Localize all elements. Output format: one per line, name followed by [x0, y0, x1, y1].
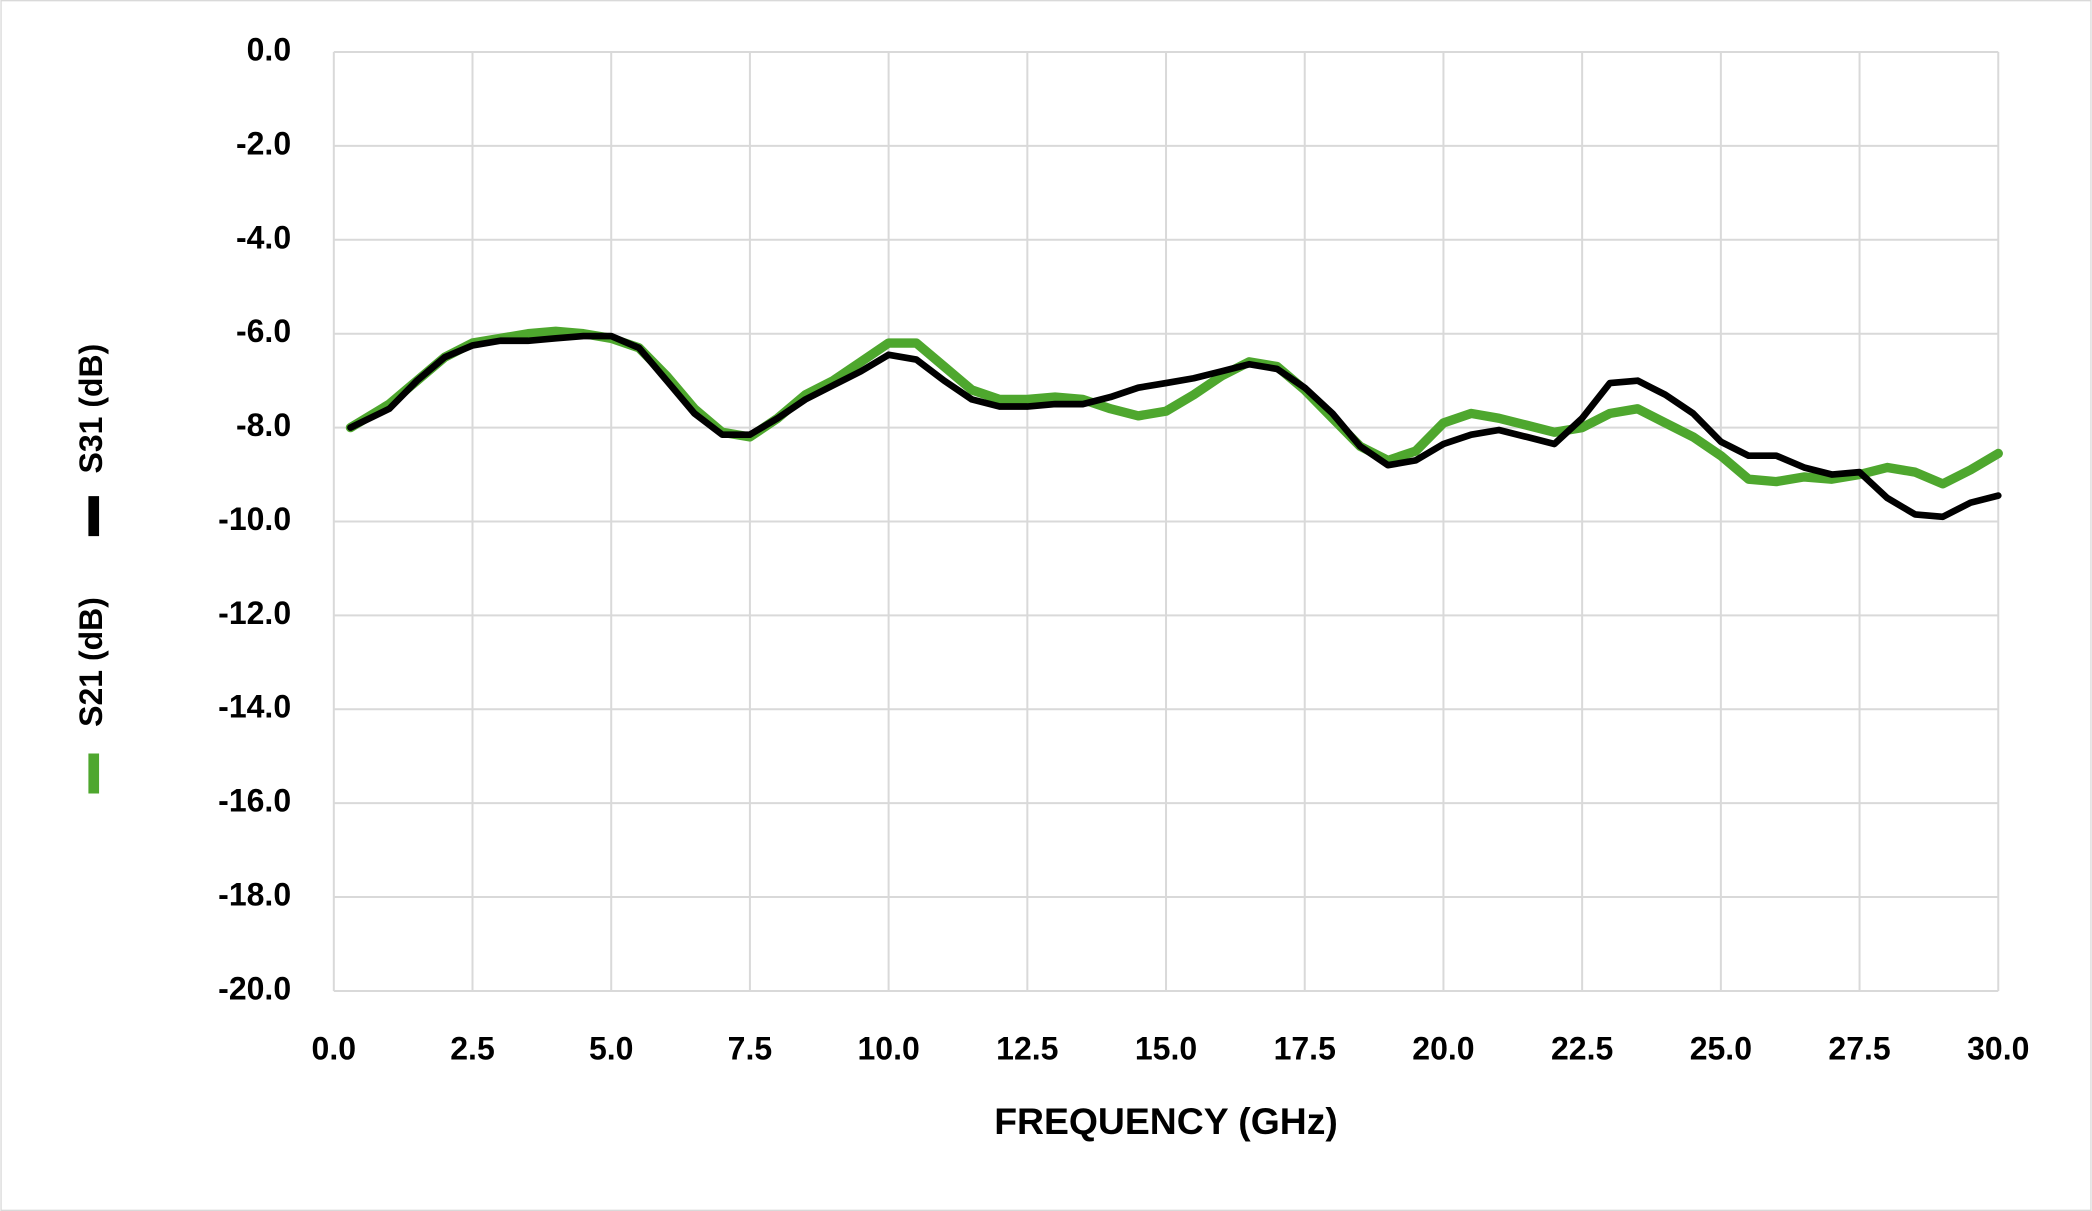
x-tick-label: 22.5 — [1551, 1030, 1613, 1066]
x-tick-label: 12.5 — [996, 1030, 1058, 1066]
y-tick-label: -18.0 — [218, 877, 291, 913]
x-tick-label: 2.5 — [450, 1030, 494, 1066]
line-series — [347, 332, 2002, 521]
x-tick-label: 25.0 — [1690, 1030, 1752, 1066]
y-tick-label: -12.0 — [218, 595, 291, 631]
x-tick-label: 17.5 — [1274, 1030, 1336, 1066]
x-tick-label: 30.0 — [1967, 1030, 2029, 1066]
y-tick-label: -10.0 — [218, 501, 291, 537]
x-axis-title: FREQUENCY (GHz) — [994, 1100, 1338, 1142]
x-tick-label: 15.0 — [1135, 1030, 1197, 1066]
y-tick-label: -2.0 — [236, 125, 291, 161]
x-tick-label: 5.0 — [589, 1030, 633, 1066]
x-tick-label: 7.5 — [728, 1030, 772, 1066]
x-tick-label: 10.0 — [857, 1030, 919, 1066]
x-tick-label: 20.0 — [1412, 1030, 1474, 1066]
legend-label: S31 (dB) — [73, 344, 109, 474]
x-tick-label: 0.0 — [312, 1030, 356, 1066]
y-tick-label: -8.0 — [236, 407, 291, 443]
legend: S21 (dB) S31 (dB) — [73, 344, 109, 794]
y-tick-label: -4.0 — [236, 219, 291, 255]
y-tick-label: -6.0 — [236, 313, 291, 349]
y-tick-label: 0.0 — [247, 31, 291, 67]
y-tick-label: -20.0 — [218, 970, 291, 1006]
legend-label: S21 (dB) — [73, 597, 109, 727]
x-tick-label: 27.5 — [1828, 1030, 1890, 1066]
y-tick-label: -16.0 — [218, 783, 291, 819]
y-tick-label: -14.0 — [218, 689, 291, 725]
